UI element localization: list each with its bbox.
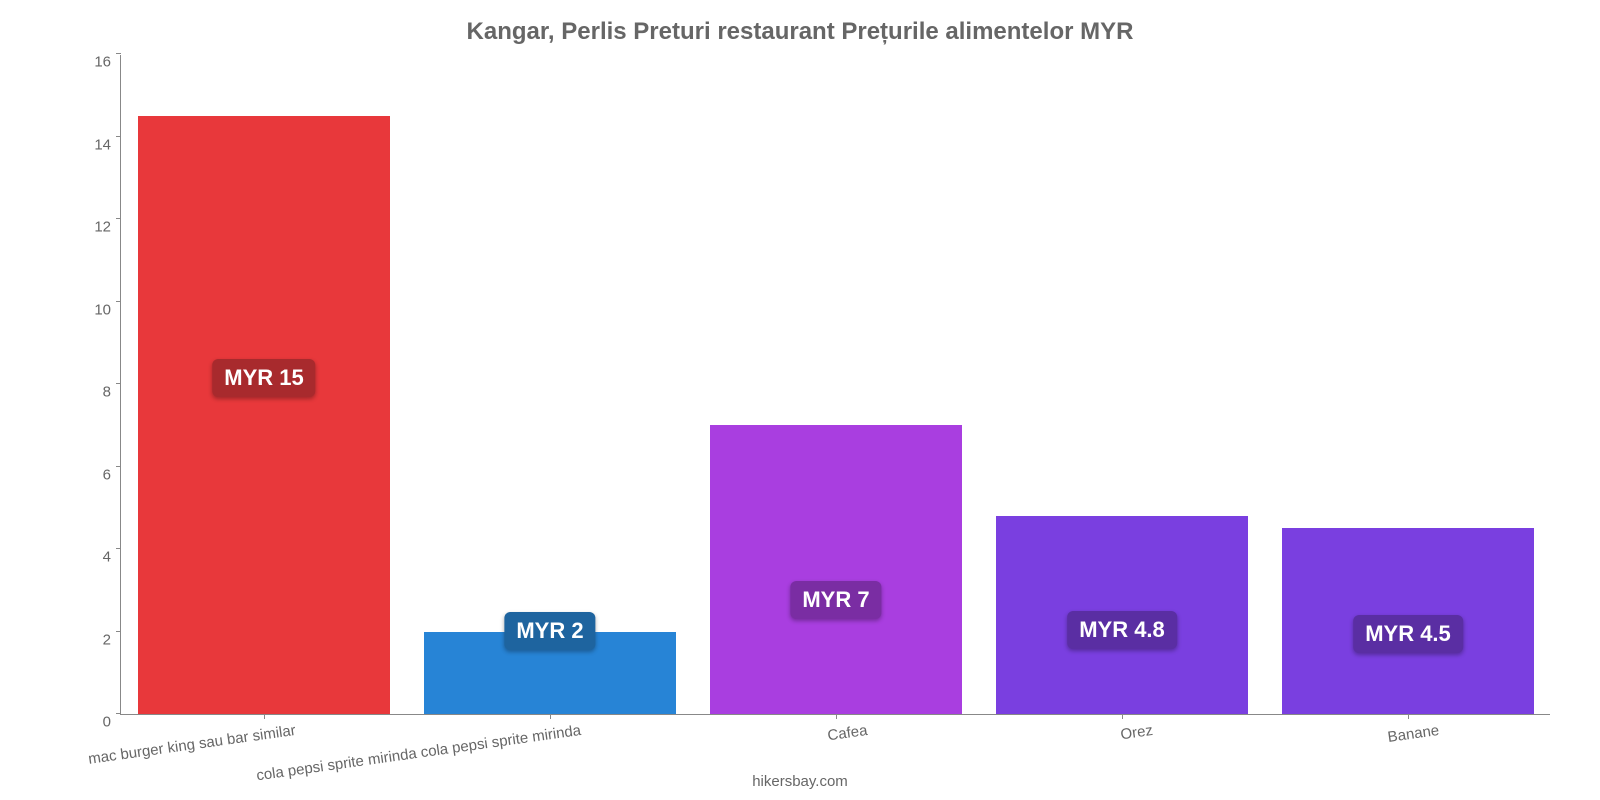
chart-title: Kangar, Perlis Preturi restaurant Prețur… [0,0,1600,46]
bar: MYR 2 [424,632,676,715]
y-axis-tick-label: 0 [81,714,121,731]
y-axis-tick-label: 12 [81,219,121,236]
y-axis-tick-label: 4 [81,549,121,566]
x-axis-category-label: Orez [1119,714,1155,743]
y-axis-tick-mark [116,53,121,54]
x-axis-category-label: cola pepsi sprite mirinda cola pepsi spr… [255,714,583,784]
bar-value-badge: MYR 4.8 [1067,611,1177,649]
y-axis-tick-mark [116,383,121,384]
y-axis-tick-mark [116,631,121,632]
plot-area: 0246810121416MYR 15mac burger king sau b… [120,55,1550,715]
y-axis-tick-label: 2 [81,631,121,648]
x-axis-category-label: Cafea [825,714,868,744]
bar: MYR 4.8 [996,516,1248,714]
y-axis-tick-label: 8 [81,384,121,401]
bar-value-badge: MYR 7 [790,581,881,619]
chart-container: 0246810121416MYR 15mac burger king sau b… [120,55,1550,715]
y-axis-tick-label: 6 [81,466,121,483]
y-axis-tick-mark [116,218,121,219]
y-axis-tick-mark [116,548,121,549]
bar: MYR 7 [710,425,962,714]
y-axis-tick-label: 16 [81,54,121,71]
y-axis-tick-label: 10 [81,301,121,318]
y-axis-tick-mark [116,301,121,302]
y-axis-tick-mark [116,466,121,467]
bar-value-badge: MYR 15 [212,359,315,397]
y-axis-tick-mark [116,713,121,714]
attribution-text: hikersbay.com [752,773,848,790]
y-axis-tick-mark [116,136,121,137]
bar: MYR 15 [138,116,390,714]
x-axis-category-label: Banane [1386,714,1441,746]
bar: MYR 4.5 [1282,528,1534,714]
y-axis-tick-label: 14 [81,136,121,153]
bar-value-badge: MYR 4.5 [1353,615,1463,653]
bar-value-badge: MYR 2 [504,612,595,650]
